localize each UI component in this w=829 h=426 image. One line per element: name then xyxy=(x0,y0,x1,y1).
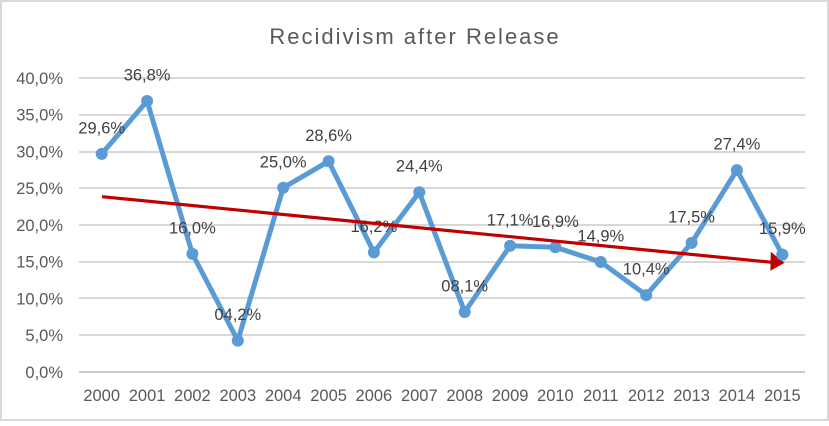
svg-text:30,0%: 30,0% xyxy=(16,144,63,162)
svg-text:2005: 2005 xyxy=(310,387,347,405)
svg-text:2015: 2015 xyxy=(764,387,801,405)
svg-text:27,4%: 27,4% xyxy=(714,136,761,154)
svg-text:17,5%: 17,5% xyxy=(668,208,715,226)
svg-text:40,0%: 40,0% xyxy=(16,70,63,88)
svg-text:17,1%: 17,1% xyxy=(487,211,534,229)
svg-text:15,9%: 15,9% xyxy=(759,220,806,238)
svg-text:2000: 2000 xyxy=(83,387,120,405)
svg-text:2002: 2002 xyxy=(174,387,211,405)
svg-text:2007: 2007 xyxy=(401,387,438,405)
svg-text:2014: 2014 xyxy=(719,387,756,405)
svg-text:2006: 2006 xyxy=(356,387,393,405)
svg-text:35,0%: 35,0% xyxy=(16,107,63,125)
svg-text:2004: 2004 xyxy=(265,387,302,405)
svg-text:2010: 2010 xyxy=(537,387,574,405)
svg-text:25,0%: 25,0% xyxy=(260,153,307,171)
svg-text:2012: 2012 xyxy=(628,387,665,405)
svg-text:5,0%: 5,0% xyxy=(25,327,63,345)
svg-text:08,1%: 08,1% xyxy=(441,278,488,296)
svg-text:24,4%: 24,4% xyxy=(396,158,443,176)
svg-text:16,9%: 16,9% xyxy=(532,213,579,231)
svg-text:2008: 2008 xyxy=(446,387,483,405)
svg-text:25,0%: 25,0% xyxy=(16,180,63,198)
svg-text:16,0%: 16,0% xyxy=(169,219,216,237)
svg-text:0,0%: 0,0% xyxy=(25,364,63,382)
svg-text:15,0%: 15,0% xyxy=(16,254,63,272)
svg-text:28,6%: 28,6% xyxy=(305,127,352,145)
svg-text:29,6%: 29,6% xyxy=(78,119,125,137)
svg-text:14,9%: 14,9% xyxy=(577,228,624,246)
svg-text:10,4%: 10,4% xyxy=(623,261,670,279)
svg-text:10,0%: 10,0% xyxy=(16,291,63,309)
svg-text:2003: 2003 xyxy=(219,387,256,405)
svg-text:2009: 2009 xyxy=(492,387,529,405)
svg-text:2011: 2011 xyxy=(583,387,618,405)
svg-text:36,8%: 36,8% xyxy=(124,67,171,85)
svg-text:Recidivism after Release: Recidivism after Release xyxy=(269,24,560,49)
svg-text:2001: 2001 xyxy=(129,387,166,405)
svg-text:20,0%: 20,0% xyxy=(16,217,63,235)
svg-text:2013: 2013 xyxy=(673,387,710,405)
svg-text:04,2%: 04,2% xyxy=(214,306,261,324)
